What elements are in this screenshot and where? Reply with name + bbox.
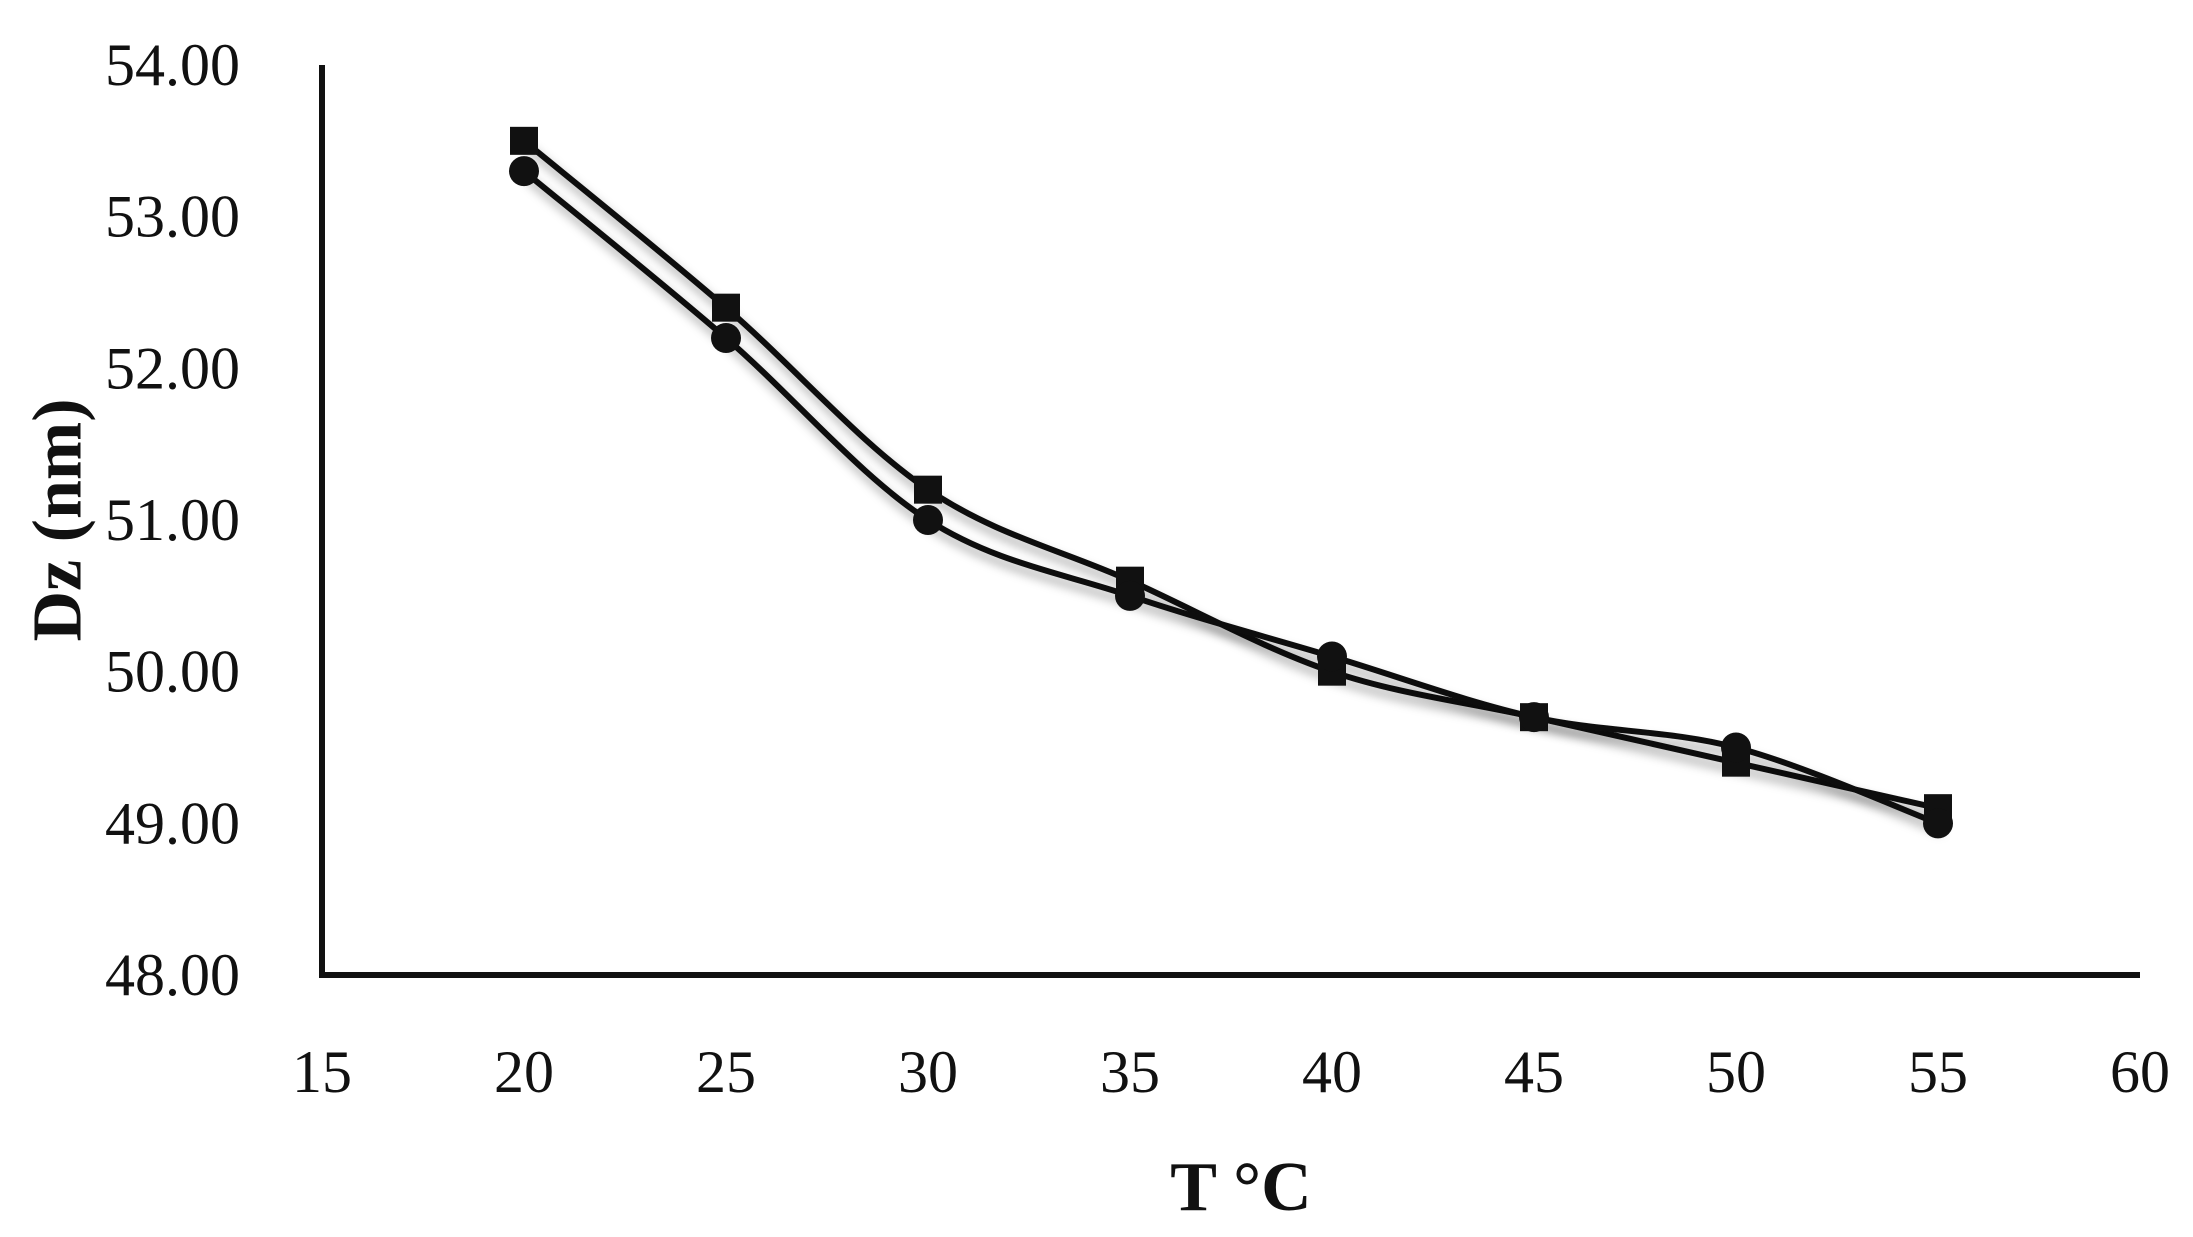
x-axis-ticks: 15 20 25 30 35 40 45 50 55 60 [292,1039,2170,1105]
y-tick-label: 54.00 [105,32,240,98]
y-axis-ticks: 48.00 49.00 50.00 51.00 52.00 53.00 54.00 [105,32,240,1008]
y-tick-label: 53.00 [105,184,240,250]
y-tick-label: 52.00 [105,335,240,401]
x-tick-label: 15 [292,1039,352,1105]
x-tick-label: 20 [494,1039,554,1105]
y-tick-label: 48.00 [105,942,240,1008]
circle-marker [1923,808,1953,839]
y-tick-label: 49.00 [105,790,240,856]
series-layer [509,126,1953,839]
circle-marker [1721,732,1751,763]
y-tick-label: 51.00 [105,487,240,553]
x-tick-label: 55 [1908,1039,1968,1105]
series-line-1 [522,138,1939,812]
circle-marker [1115,580,1145,611]
y-axis-title: Dz (nm) [20,399,97,642]
series-line-2 [522,168,1940,827]
circle-marker [913,505,943,535]
x-tick-label: 60 [2110,1039,2170,1105]
square-marker [510,126,538,155]
x-tick-label: 30 [898,1039,958,1105]
x-tick-label: 45 [1504,1039,1564,1105]
y-tick-label: 50.00 [105,639,240,705]
x-tick-label: 50 [1706,1039,1766,1105]
circle-marker [711,323,741,353]
x-tick-label: 25 [696,1039,756,1105]
circle-marker [509,156,539,187]
square-marker [914,475,942,504]
x-tick-label: 35 [1100,1039,1160,1105]
x-tick-label: 40 [1302,1039,1362,1105]
x-axis-title: T °C [1170,1149,1311,1226]
square-marker [712,293,740,322]
circle-marker [1519,702,1549,733]
circle-marker [1317,641,1347,672]
